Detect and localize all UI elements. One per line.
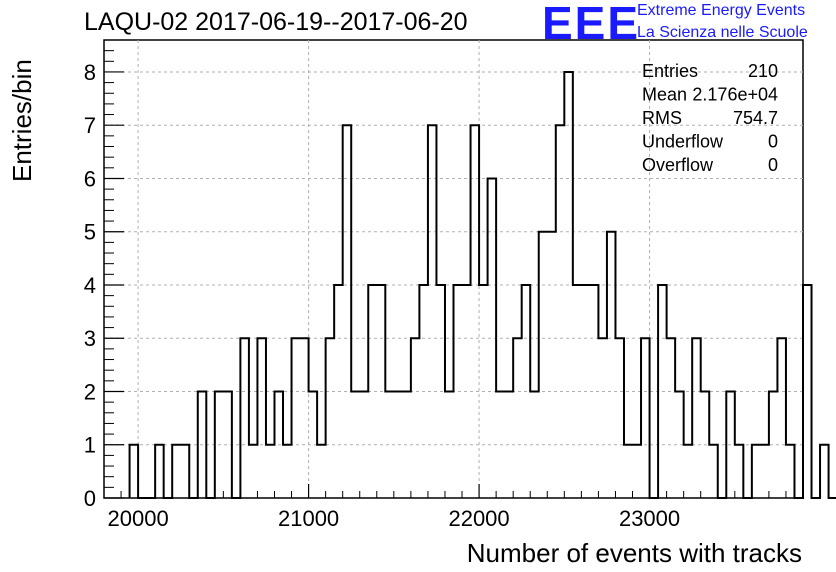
stats-value: 754.7 (733, 108, 778, 128)
stats-value: 0 (768, 155, 778, 175)
stats-label: Entries (642, 61, 698, 81)
x-tick-label: 20000 (108, 506, 169, 531)
stats-value: 2.176e+04 (692, 85, 778, 105)
logo-line-1: Extreme Energy Events (637, 2, 806, 19)
plot-frame (103, 39, 804, 499)
stats-value: 0 (768, 132, 778, 152)
grid-lines (104, 40, 803, 498)
x-tick-label: 22000 (448, 506, 509, 531)
y-tick-label: 1 (84, 433, 96, 458)
y-tick-label: 7 (84, 113, 96, 138)
y-tick-label: 6 (84, 166, 96, 191)
y-axis-label: Entries/bin (7, 59, 37, 182)
x-tick-label: 21000 (278, 506, 339, 531)
x-tick-labels: 20000 21000 22000 23000 (108, 506, 681, 531)
histogram-outline (128, 70, 836, 499)
y-tick-label: 2 (84, 379, 96, 404)
stats-value: 210 (748, 61, 778, 81)
x-axis-label: Number of events with tracks (467, 538, 802, 568)
y-tick-label: 5 (84, 220, 96, 245)
stats-label: Overflow (642, 155, 714, 175)
stats-label: RMS (642, 108, 682, 128)
stats-label: Underflow (642, 132, 724, 152)
eee-logo: EEE (542, 0, 641, 49)
x-tick-label: 23000 (619, 506, 680, 531)
stats-label: Mean (642, 85, 687, 105)
chart-title: LAQU-02 2017-06-19--2017-06-20 (84, 8, 468, 36)
stats-box: Entries 210 Mean 2.176e+04 RMS 754.7 Underflow… (642, 61, 778, 175)
y-tick-labels: 0 1 2 3 4 5 6 7 8 (84, 60, 96, 511)
y-tick-label: 4 (84, 273, 96, 298)
y-tick-label: 8 (84, 60, 96, 85)
y-tick-label: 0 (84, 486, 96, 511)
logo-line-2: La Scienza nelle Scuole (637, 24, 808, 41)
axis-ticks (103, 50, 804, 499)
y-tick-label: 3 (84, 326, 96, 351)
